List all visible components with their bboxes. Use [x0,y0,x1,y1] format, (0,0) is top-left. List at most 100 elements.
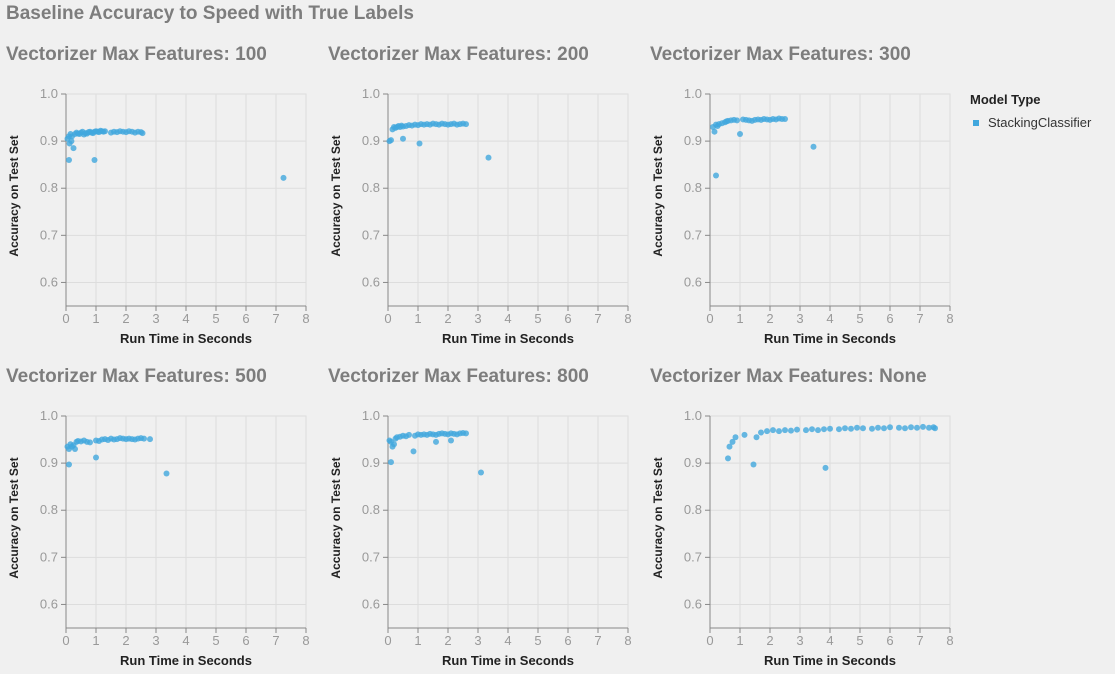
panel-title-3: Vectorizer Max Features: 300 [650,44,911,65]
y-axis-label: Accuracy on Test Set [7,135,21,256]
x-tick-label: 4 [826,633,833,648]
data-point [836,426,842,433]
x-tick-label: 7 [594,311,601,326]
x-tick-label: 3 [152,633,159,648]
data-point [815,427,821,434]
x-tick-label: 8 [624,633,631,648]
data-point [932,425,938,432]
data-point [280,174,287,181]
y-axis-label: Accuracy on Test Set [329,457,343,578]
y-tick-label: 0.9 [684,133,702,148]
data-point [463,121,469,128]
data-point [881,425,887,432]
y-tick-label: 1.0 [684,408,702,423]
y-tick-label: 0.9 [362,455,380,470]
x-tick-label: 6 [242,633,249,648]
data-point [770,427,776,434]
legend: Model Type StackingClassifier [970,92,1091,130]
x-axis-label: Run Time in Seconds [120,653,252,668]
legend-title: Model Type [970,92,1041,107]
data-point [741,431,748,438]
x-tick-label: 8 [302,633,309,648]
x-axis-label: Run Time in Seconds [442,653,574,668]
data-point [782,427,788,434]
data-point [776,428,782,435]
y-axis-label: Accuracy on Test Set [7,457,21,578]
data-point [803,427,809,434]
y-axis-label: Accuracy on Test Set [651,135,665,256]
x-tick-label: 1 [92,311,99,326]
data-point [920,423,926,430]
y-tick-label: 0.9 [40,133,58,148]
x-tick-label: 3 [796,633,803,648]
x-tick-label: 1 [414,311,421,326]
data-point [758,429,764,436]
y-tick-label: 1.0 [40,408,58,423]
x-tick-label: 4 [826,311,833,326]
x-tick-label: 8 [946,633,953,648]
y-tick-label: 0.6 [684,596,702,611]
panel-title-1: Vectorizer Max Features: 100 [6,44,267,65]
data-point [478,469,484,476]
data-point [68,138,75,145]
y-tick-label: 0.6 [40,596,58,611]
data-point [406,431,412,438]
x-tick-label: 7 [594,633,601,648]
data-point [887,424,893,431]
x-tick-label: 0 [706,311,713,326]
data-point [91,156,98,163]
data-point [726,443,733,450]
data-point [750,461,757,468]
data-point [410,448,417,455]
x-tick-label: 7 [272,311,279,326]
data-point [869,425,875,432]
data-point [102,128,108,135]
x-axis-label: Run Time in Seconds [120,331,252,346]
data-point [753,434,760,441]
panel-title-5: Vectorizer Max Features: 800 [328,366,589,387]
data-point [729,438,736,445]
data-point [485,154,492,161]
data-point [141,435,147,442]
legend-item[interactable]: StackingClassifier [970,115,1091,130]
data-point [854,424,860,431]
data-point [827,425,833,432]
x-tick-label: 2 [122,633,129,648]
data-point [914,424,920,431]
y-tick-label: 0.9 [40,455,58,470]
data-point [713,172,719,179]
data-point [782,115,788,122]
data-point [388,459,394,466]
x-tick-label: 6 [886,311,893,326]
data-point [810,143,817,150]
data-point [821,426,827,433]
y-tick-label: 0.8 [362,502,380,517]
x-tick-label: 2 [444,311,451,326]
x-tick-label: 2 [122,311,129,326]
x-tick-label: 8 [946,311,953,326]
data-point [926,424,932,431]
y-tick-label: 0.8 [684,502,702,517]
x-tick-label: 3 [474,633,481,648]
x-tick-label: 2 [444,633,451,648]
y-tick-label: 0.6 [362,274,380,289]
y-tick-label: 0.7 [684,549,702,564]
data-point [788,427,794,434]
data-point [163,470,170,477]
x-tick-label: 5 [212,633,219,648]
y-tick-label: 1.0 [362,86,380,101]
y-tick-label: 0.9 [684,455,702,470]
x-tick-label: 2 [766,633,773,648]
data-point [732,434,739,441]
x-tick-label: 5 [212,311,219,326]
data-point [902,425,908,432]
x-tick-label: 0 [62,633,69,648]
data-point [908,424,914,431]
x-tick-label: 6 [242,311,249,326]
x-axis-label: Run Time in Seconds [442,331,574,346]
data-point [400,135,406,142]
y-tick-label: 0.8 [40,502,58,517]
x-tick-label: 4 [504,311,511,326]
legend-label: StackingClassifier [988,115,1092,130]
